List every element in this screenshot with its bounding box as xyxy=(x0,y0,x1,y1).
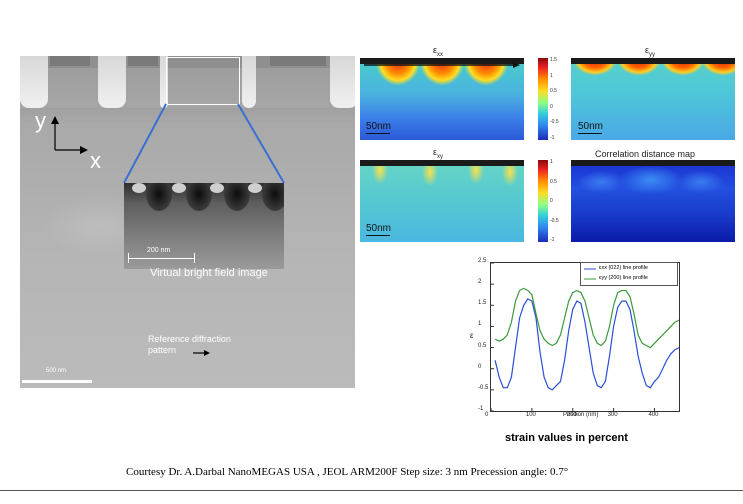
tem-image xyxy=(20,56,355,388)
fin xyxy=(330,56,355,108)
gate-shade xyxy=(128,56,158,66)
x-arrowhead xyxy=(80,146,88,154)
inset-scalebar-tick xyxy=(194,253,195,263)
exy-title: εxy xyxy=(433,147,444,160)
exx-profile-line xyxy=(364,62,520,68)
corr-title: Correlation distance map xyxy=(595,149,696,159)
exx-scalebar xyxy=(366,133,390,134)
axis-x-label: x xyxy=(90,148,101,173)
x-tick-label: 200 xyxy=(566,412,577,418)
y-tick-label: -1 xyxy=(478,406,484,412)
exx-title: εxx xyxy=(433,45,444,58)
reference-label-line2: pattern xyxy=(148,345,177,355)
zoom-line-left xyxy=(123,103,167,184)
fin xyxy=(160,56,168,108)
colorbar-tick-label: 1 xyxy=(550,159,553,165)
bright-spot xyxy=(248,183,262,193)
plot-ylabel: ε xyxy=(470,331,474,340)
x-tick-label: 400 xyxy=(648,412,659,418)
inset-scalebar-tick xyxy=(128,253,129,263)
y-tick-label: 1 xyxy=(478,321,482,328)
legend-label-eyy: εyy (200) line profile xyxy=(599,275,648,281)
plot-xlabel: Position (nm) xyxy=(563,412,599,418)
plot-canvas xyxy=(491,263,679,411)
virtual-bright-field-inset xyxy=(124,183,284,269)
exx-strain-map xyxy=(360,58,524,140)
bright-spot xyxy=(172,183,186,193)
y-arrowhead xyxy=(51,116,59,124)
eyy-strain-map xyxy=(571,58,735,140)
colorbar-tick-label: 0 xyxy=(550,198,553,204)
reference-label: Reference diffraction pattern xyxy=(148,334,231,356)
y-tick-label: -0.5 xyxy=(478,384,489,391)
y-tick-label: 0 xyxy=(478,363,482,370)
colorbar-tick-label: -0.5 xyxy=(550,119,559,126)
exx-scalebar-label: 50nm xyxy=(366,121,392,132)
colorbar-tick-label: -0.5 xyxy=(550,217,559,224)
reference-label-line1: Reference diffraction xyxy=(148,334,231,344)
legend-label-exx: εxx (022) line profile xyxy=(599,265,648,271)
contrast-blob xyxy=(262,183,284,211)
colorbar-tick-label: -1 xyxy=(550,237,555,243)
x-tick-label: 0 xyxy=(485,412,489,418)
fin xyxy=(20,56,48,108)
y-tick-label: 2.5 xyxy=(478,258,487,264)
fin xyxy=(98,56,126,108)
tem-scalebar-label: 500 nm xyxy=(46,368,67,374)
y-tick-label: 1.5 xyxy=(478,300,487,307)
exy-scalebar xyxy=(366,235,390,236)
contrast-blob xyxy=(146,183,172,211)
inset-caption: Virtual bright field image xyxy=(150,267,268,279)
zoom-region-box xyxy=(166,57,240,105)
inset-scalebar-line xyxy=(128,258,194,259)
gate-shade xyxy=(270,56,326,66)
colorbar-top xyxy=(538,58,548,140)
series-exx-line xyxy=(494,298,679,391)
colorbar-tick-label: 1 xyxy=(550,72,553,79)
bright-spot xyxy=(132,183,146,193)
series-eyy-line xyxy=(494,287,679,349)
colorbar-tick-label: 0 xyxy=(550,103,553,110)
exy-scalebar-label: 50nm xyxy=(366,223,392,234)
plot-legend: εxx (022) line profile εyy (200) line pr… xyxy=(580,262,678,286)
chart-caption: strain values in percent xyxy=(505,432,628,444)
correlation-distance-map xyxy=(571,160,735,242)
credit-line: Courtesy Dr. A.Darbal NanoMEGAS USA , JE… xyxy=(126,466,569,478)
x-tick-label: 300 xyxy=(607,412,618,418)
footer-rule xyxy=(0,490,743,491)
x-tick-label: 100 xyxy=(525,412,536,418)
colorbar-bottom xyxy=(538,160,548,242)
strain-line-plot xyxy=(490,262,680,412)
contrast-blob xyxy=(224,183,250,211)
axis-y-label: y xyxy=(35,108,46,133)
y-tick-label: 0.5 xyxy=(478,342,487,349)
zoom-line-right xyxy=(237,103,285,184)
y-tick-label: 2 xyxy=(478,279,482,286)
gate-shade xyxy=(50,56,90,66)
reference-arrowhead xyxy=(204,350,210,356)
colorbar-tick-label: 0.5 xyxy=(550,178,557,185)
colorbar-tick-label: -1 xyxy=(550,135,555,141)
bright-spot xyxy=(210,183,224,193)
eyy-title: εyy xyxy=(645,45,656,58)
eyy-scalebar xyxy=(578,133,602,134)
colorbar-tick-label: 0.5 xyxy=(550,88,557,95)
tem-scalebar xyxy=(22,380,92,383)
exy-strain-map xyxy=(360,160,524,242)
colorbar-tick-label: 1.5 xyxy=(550,57,557,63)
tem-fin-base xyxy=(20,108,355,126)
fin xyxy=(242,56,256,108)
contrast-blob xyxy=(186,183,212,211)
eyy-scalebar-label: 50nm xyxy=(578,121,604,132)
inset-scalebar-label: 200 nm xyxy=(147,247,171,254)
